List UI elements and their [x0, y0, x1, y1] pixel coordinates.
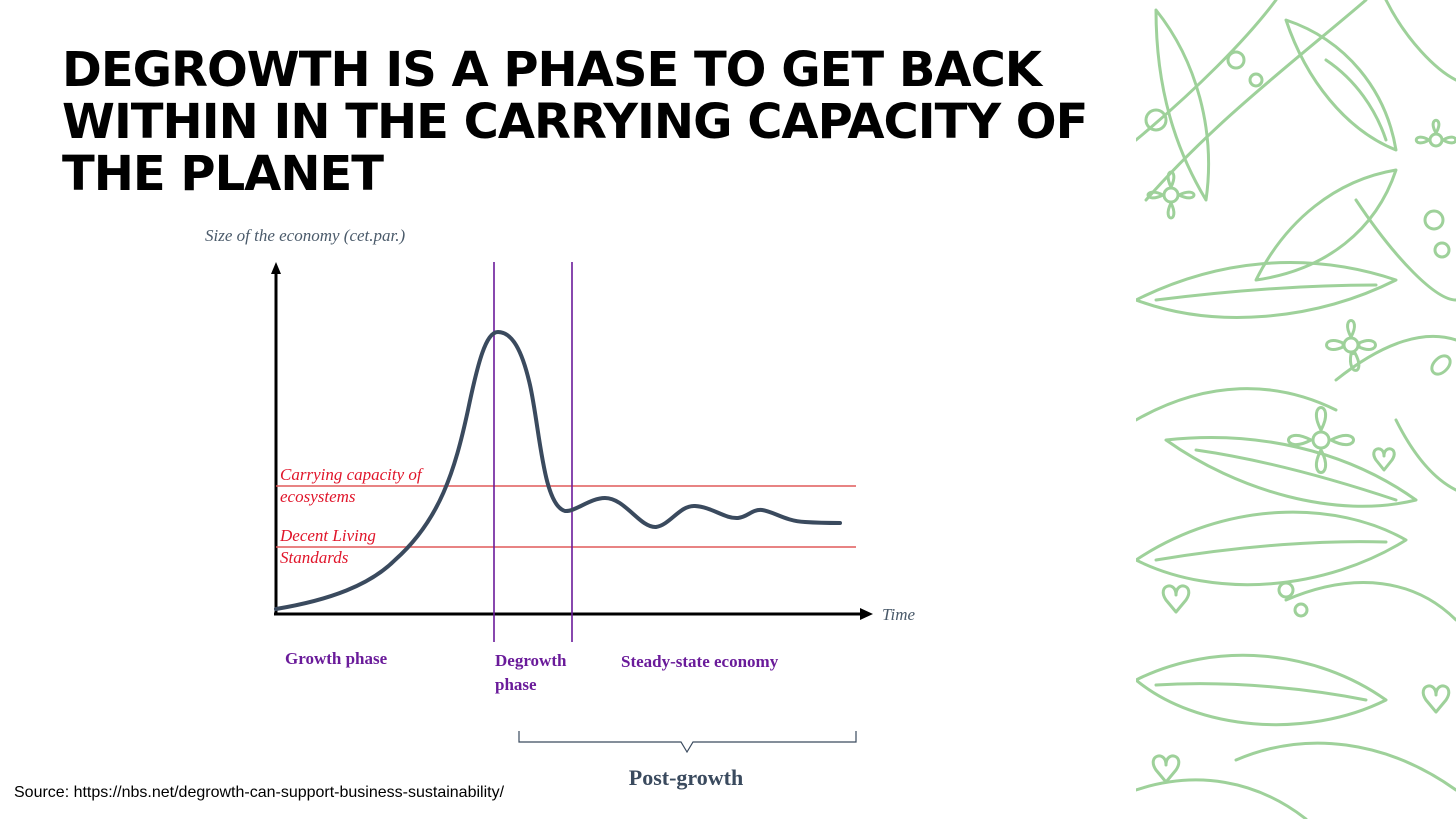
floral-decoration — [1136, 0, 1456, 819]
x-axis-label: Time — [882, 605, 916, 624]
y-axis-arrowhead — [271, 262, 281, 274]
decent-living-label-line2: Standards — [280, 548, 349, 567]
y-axis-label: Size of the economy (cet.par.) — [205, 226, 405, 245]
decent-living-label-line1: Decent Living — [279, 526, 376, 545]
carrying-capacity-label-line2: ecosystems — [280, 487, 356, 506]
source-citation: Source: https://nbs.net/degrowth-can-sup… — [14, 784, 505, 801]
carrying-capacity-label-line1: Carrying capacity of — [280, 465, 424, 484]
economy-phase-diagram: Size of the economy (cet.par.) Time Carr… — [205, 226, 916, 790]
steady-state-label: Steady-state economy — [621, 652, 779, 671]
post-growth-label: Post-growth — [629, 765, 743, 790]
economy-size-curve — [274, 330, 842, 611]
post-growth-bracket — [518, 731, 857, 754]
degrowth-phase-label-line2: phase — [495, 675, 537, 694]
x-axis-arrowhead — [860, 608, 873, 620]
slide-title: DEGROWTH IS A PHASE TO GET BACK WITHIN I… — [62, 42, 1088, 202]
growth-phase-label: Growth phase — [285, 649, 388, 668]
degrowth-phase-label-line1: Degrowth — [495, 651, 567, 670]
